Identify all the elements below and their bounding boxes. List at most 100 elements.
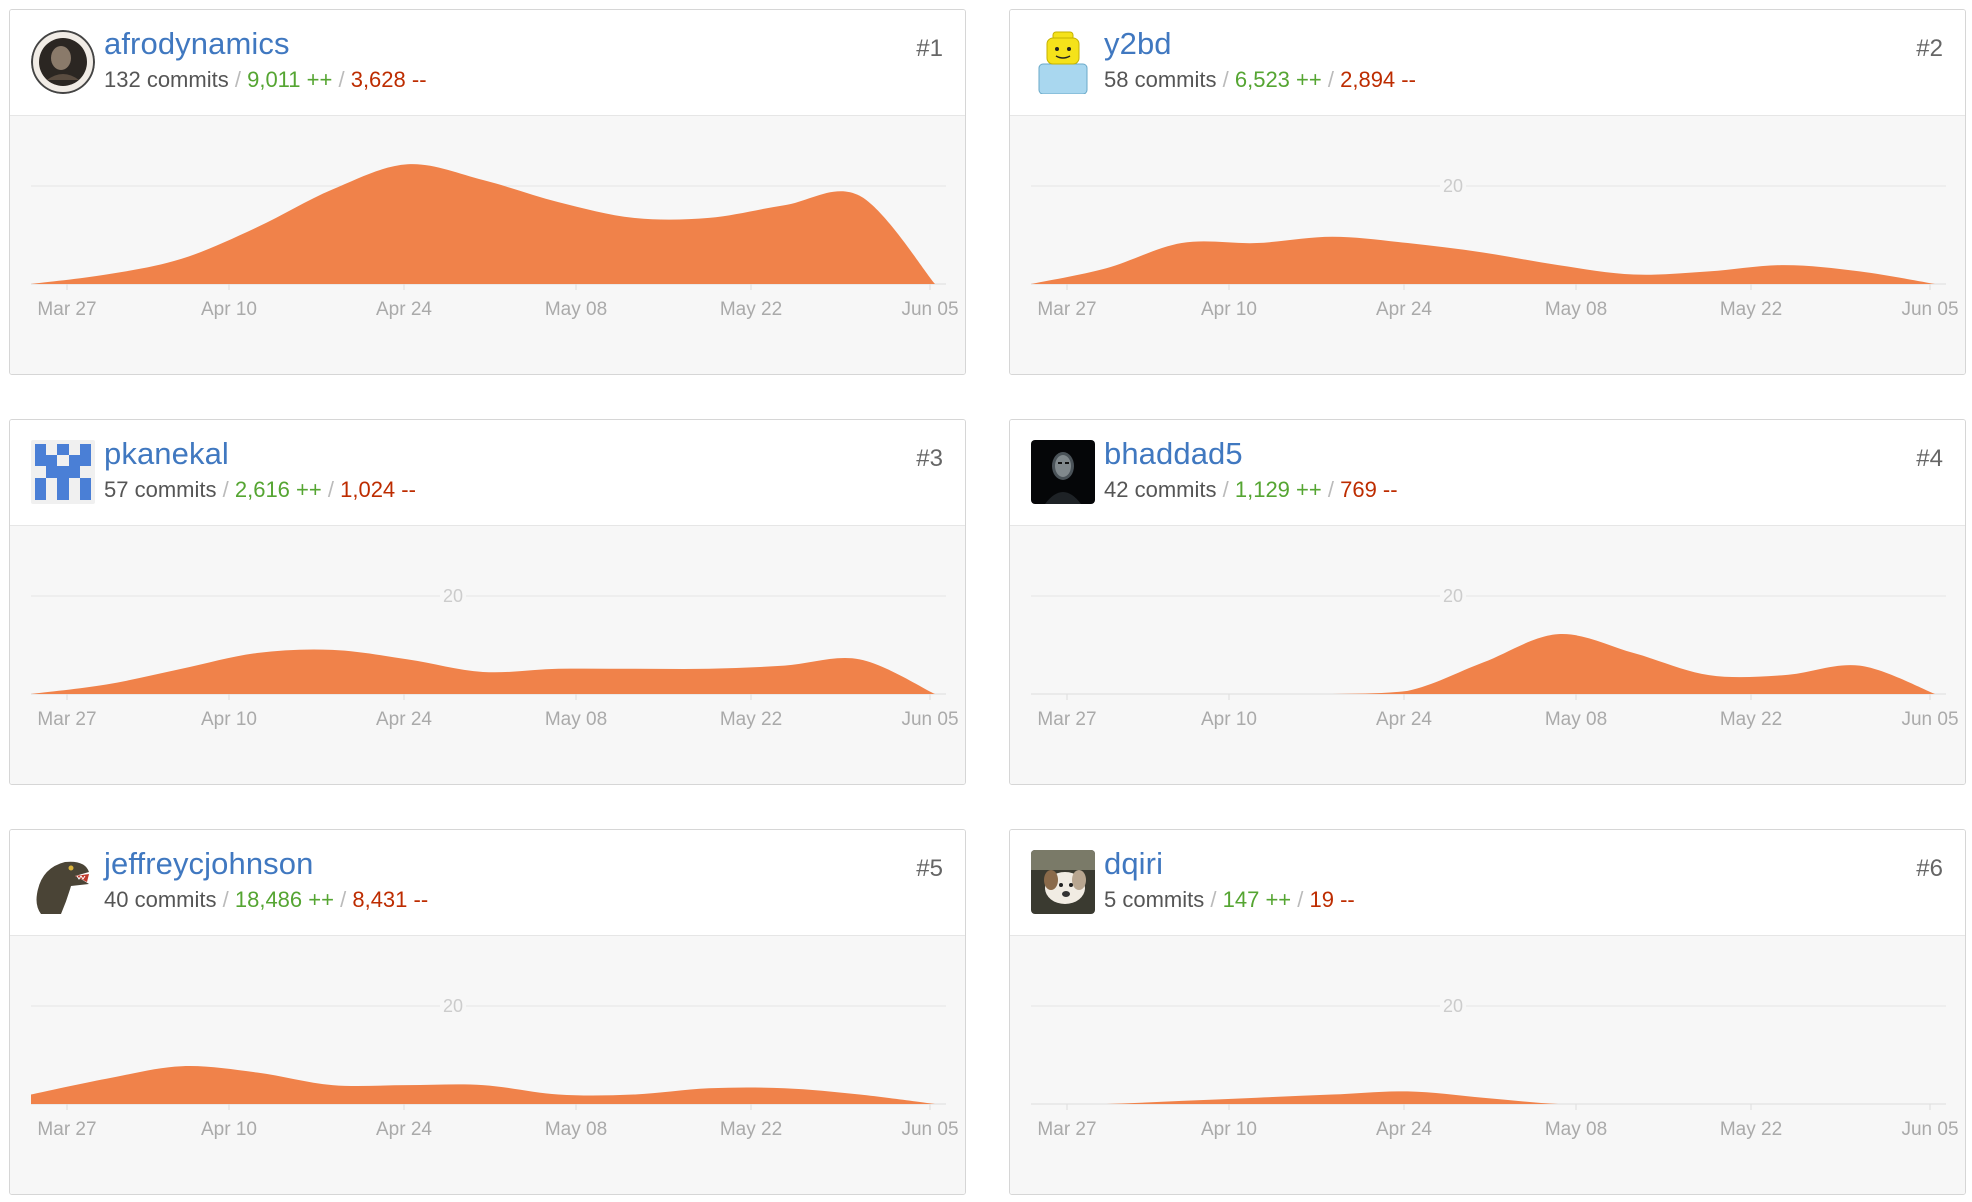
identicon-icon[interactable] — [31, 440, 95, 504]
y-label-bg — [440, 585, 466, 607]
x-tick-label: Apr 10 — [1201, 1119, 1257, 1140]
x-tick-label: May 22 — [1720, 299, 1782, 320]
contributor-stats: 5 commits / 147 ++ / 19 -- — [1104, 887, 1355, 913]
contributor-card: jeffreycjohnson 40 commits / 18,486 ++ /… — [9, 829, 966, 1195]
x-tick-label: Jun 05 — [1901, 299, 1958, 320]
rank-number: #1 — [916, 35, 943, 62]
commit-count: 40 commits — [104, 887, 217, 912]
additions-count: 2,616 ++ — [234, 477, 322, 502]
separator: / — [1222, 477, 1229, 502]
x-tick-label: Jun 05 — [901, 1119, 958, 1140]
card-header: jeffreycjohnson 40 commits / 18,486 ++ /… — [10, 830, 965, 935]
commit-count: 57 commits — [104, 477, 217, 502]
commit-area-chart: 20 Mar 27 Apr 10 Apr 24 May 08 May 22 Jun 05 — [31, 995, 959, 1140]
x-tick-label: Apr 10 — [1201, 299, 1257, 320]
card-header: bhaddad5 42 commits / 1,129 ++ / 769 -- … — [1010, 420, 1965, 525]
contributor-stats: 40 commits / 18,486 ++ / 8,431 -- — [104, 887, 428, 913]
x-tick-label: Apr 24 — [1376, 1119, 1432, 1140]
additions-count: 9,011 ++ — [247, 67, 333, 92]
y-label-bg — [1440, 175, 1466, 197]
y-axis-label: 20 — [1443, 996, 1463, 1016]
deletions-count: 1,024 -- — [340, 477, 416, 502]
x-tick-label: Mar 27 — [1037, 709, 1096, 730]
x-tick-label: Mar 27 — [1037, 1119, 1096, 1140]
x-tick-label: Apr 24 — [376, 1119, 432, 1140]
commit-count: 5 commits — [1104, 887, 1205, 912]
x-tick-label: May 22 — [720, 1119, 782, 1140]
separator: / — [222, 887, 229, 912]
dog-photo-icon[interactable] — [1031, 850, 1095, 914]
deletions-count: 2,894 -- — [1340, 67, 1416, 92]
contributor-username[interactable]: y2bd — [1104, 26, 1172, 61]
commit-area-chart: 20 Mar 27 Apr 10 Apr 24 May 08 May 22 Jun 05 — [31, 585, 959, 730]
x-tick-label: May 08 — [1545, 709, 1607, 730]
rank-number: #2 — [1916, 35, 1943, 62]
x-tick-label: Mar 27 — [37, 1119, 96, 1140]
separator: / — [1210, 887, 1217, 912]
x-tick-label: Apr 10 — [201, 1119, 257, 1140]
x-tick-label: May 22 — [720, 709, 782, 730]
y-label-bg — [440, 995, 466, 1017]
portrait-logo-icon[interactable] — [31, 30, 95, 94]
commit-area — [1031, 634, 1935, 694]
commit-activity-chart: Mar 27 Apr 10 Apr 24 May 08 May 22 Jun 05 — [10, 115, 965, 374]
contributor-username[interactable]: bhaddad5 — [1104, 436, 1243, 471]
x-tick-label: Jun 05 — [1901, 1119, 1958, 1140]
dark-portrait-icon[interactable] — [1031, 440, 1095, 504]
x-tick-label: Apr 24 — [1376, 299, 1432, 320]
additions-count: 1,129 ++ — [1234, 477, 1322, 502]
y-label-bg — [1440, 585, 1466, 607]
contributor-card: y2bd 58 commits / 6,523 ++ / 2,894 -- #2… — [1009, 9, 1966, 375]
commit-area-chart: Mar 27 Apr 10 Apr 24 May 08 May 22 Jun 05 — [31, 164, 959, 320]
yellow-lego-figure-icon[interactable] — [1031, 30, 1095, 94]
y-axis-label: 20 — [443, 586, 463, 606]
y-axis-label: 20 — [1443, 176, 1463, 196]
x-tick-label: May 22 — [720, 299, 782, 320]
contributor-card: dqiri 5 commits / 147 ++ / 19 -- #6 20 Ma… — [1009, 829, 1966, 1195]
commit-area — [31, 649, 935, 694]
commit-area-chart: 20 Mar 27 Apr 10 Apr 24 May 08 May 22 Jun 05 — [1031, 585, 1959, 730]
deletions-count: 19 -- — [1309, 887, 1355, 912]
dinosaur-icon[interactable] — [31, 850, 95, 914]
commit-activity-chart: 20 Mar 27 Apr 10 Apr 24 May 08 May 22 Jun 05 — [1010, 115, 1965, 374]
x-tick-label: May 08 — [1545, 1119, 1607, 1140]
separator: / — [1297, 887, 1304, 912]
contributor-username[interactable]: afrodynamics — [104, 26, 290, 61]
card-header: pkanekal 57 commits / 2,616 ++ / 1,024 -… — [10, 420, 965, 525]
x-tick-label: Mar 27 — [37, 709, 96, 730]
x-tick-label: Mar 27 — [1037, 299, 1096, 320]
commit-area — [31, 164, 935, 284]
commit-activity-chart: 20 Mar 27 Apr 10 Apr 24 May 08 May 22 Jun 05 — [1010, 935, 1965, 1194]
contributor-username[interactable]: dqiri — [1104, 846, 1164, 881]
deletions-count: 769 -- — [1340, 477, 1398, 502]
contributor-stats: 58 commits / 6,523 ++ / 2,894 -- — [1104, 67, 1416, 93]
contributor-card: afrodynamics 132 commits / 9,011 ++ / 3,… — [9, 9, 966, 375]
commit-count: 132 commits — [104, 67, 229, 92]
separator: / — [222, 477, 229, 502]
separator: / — [1327, 67, 1334, 92]
commit-activity-chart: 20 Mar 27 Apr 10 Apr 24 May 08 May 22 Jun 05 — [10, 935, 965, 1194]
separator: / — [1222, 67, 1229, 92]
x-tick-label: May 08 — [1545, 299, 1607, 320]
x-tick-label: Jun 05 — [901, 709, 958, 730]
contributor-card: pkanekal 57 commits / 2,616 ++ / 1,024 -… — [9, 419, 966, 785]
card-header: afrodynamics 132 commits / 9,011 ++ / 3,… — [10, 10, 965, 115]
separator: / — [327, 477, 334, 502]
rank-number: #6 — [1916, 855, 1943, 882]
x-tick-label: May 22 — [1720, 709, 1782, 730]
contributor-username[interactable]: pkanekal — [104, 436, 229, 471]
separator: / — [234, 67, 241, 92]
x-tick-label: Apr 10 — [1201, 709, 1257, 730]
deletions-count: 8,431 -- — [352, 887, 429, 912]
additions-count: 6,523 ++ — [1234, 67, 1322, 92]
y-axis-label: 20 — [1443, 586, 1463, 606]
card-header: dqiri 5 commits / 147 ++ / 19 -- #6 — [1010, 830, 1965, 935]
separator: / — [1327, 477, 1334, 502]
x-tick-label: May 08 — [545, 1119, 607, 1140]
deletions-count: 3,628 -- — [350, 67, 427, 92]
x-tick-label: May 08 — [545, 709, 607, 730]
commit-area-chart: 20 Mar 27 Apr 10 Apr 24 May 08 May 22 Jun 05 — [1031, 175, 1959, 320]
separator: / — [338, 67, 345, 92]
y-axis-label: 20 — [443, 996, 463, 1016]
contributor-username[interactable]: jeffreycjohnson — [104, 846, 314, 881]
